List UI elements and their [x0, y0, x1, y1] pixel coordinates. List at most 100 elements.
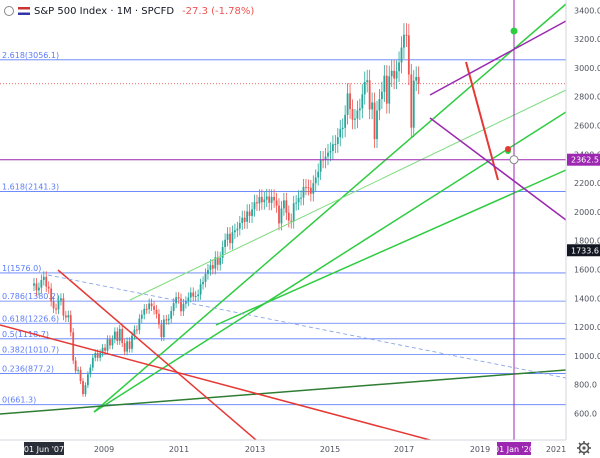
x-tick-label: 2021	[546, 445, 566, 454]
candle	[69, 310, 72, 337]
long-support-line[interactable]	[0, 369, 567, 415]
candle	[302, 179, 305, 206]
candle	[126, 337, 128, 356]
candle	[270, 189, 273, 211]
candle	[209, 259, 212, 276]
candle	[47, 281, 50, 294]
candle	[292, 195, 295, 229]
y-tick-label: 3400.0	[574, 6, 600, 15]
time-axis-bg	[0, 440, 600, 458]
trendline-drawings[interactable]	[0, 0, 567, 441]
candle	[314, 169, 317, 192]
candle	[72, 328, 75, 364]
fibonacci-retracement[interactable]: 2.618(3056.1) 1.618(2141.3) 1(1576.0) 0.786…	[0, 51, 566, 406]
x-tick-label: 2011	[169, 445, 189, 454]
candle	[351, 99, 354, 130]
red-steep-line[interactable]	[465, 61, 499, 181]
y-tick-label: 2600.0	[574, 122, 600, 131]
mid-channel-line[interactable]	[215, 169, 567, 326]
candle	[415, 66, 418, 92]
candle	[162, 314, 165, 342]
y-tick-label: 800.0	[574, 381, 597, 390]
candle	[248, 204, 251, 224]
x-tick-label: 2019	[470, 445, 490, 454]
candle	[238, 216, 241, 236]
price-axis: 600.0 800.0 1000.0 1200.0 1400.0 1600.0 1800.0…	[565, 0, 600, 440]
purple-lower-line[interactable]	[429, 117, 567, 221]
candle	[385, 65, 388, 114]
y-tick-label: 600.0	[574, 410, 597, 419]
candle	[366, 69, 369, 93]
candle	[109, 335, 111, 350]
candle	[84, 382, 87, 397]
candle	[317, 163, 320, 186]
drag-handle[interactable]	[509, 155, 519, 165]
candle	[381, 81, 383, 110]
candle	[199, 278, 202, 300]
inner-trendline[interactable]	[129, 89, 567, 301]
candle	[153, 301, 155, 315]
candle	[121, 324, 124, 348]
fib-level-label: 0.5(1118.7)	[2, 330, 49, 339]
candle	[346, 83, 349, 125]
candle	[305, 179, 307, 196]
x-tick-label: 2013	[245, 445, 265, 454]
price-label-text: 1733.6	[571, 246, 599, 255]
price-change: -27.3 (-1.78%)	[182, 5, 255, 17]
candle	[116, 327, 119, 345]
candle	[236, 221, 239, 238]
y-tick-label: 1800.0	[574, 237, 600, 246]
candle	[275, 192, 278, 213]
candle	[319, 150, 322, 180]
candle	[214, 251, 217, 275]
candle	[40, 274, 43, 293]
y-tick-label: 1200.0	[574, 323, 600, 332]
candle	[123, 339, 126, 356]
candle	[332, 135, 334, 160]
candle	[241, 210, 244, 230]
candle	[113, 327, 116, 344]
candle	[395, 60, 398, 90]
candle	[273, 189, 275, 208]
candle	[131, 331, 133, 353]
candle	[290, 213, 293, 229]
candle	[295, 195, 298, 211]
lower-channel-line[interactable]	[93, 111, 567, 413]
purple-upper-line[interactable]	[429, 20, 567, 96]
fib-level-label: 0.618(1226.6)	[2, 314, 59, 323]
interval-label[interactable]: 1M	[116, 5, 132, 17]
fib-level-label: 0.382(1010.7)	[2, 345, 59, 354]
candle	[285, 192, 288, 220]
x-tick-label: 01 Jun '07	[24, 445, 64, 454]
candle	[260, 189, 263, 210]
y-tick-label: 1400.0	[574, 294, 600, 303]
candle	[82, 378, 84, 397]
dashed-projection-line[interactable]	[47, 274, 567, 379]
candle	[226, 227, 229, 247]
x-tick-label: 2009	[94, 445, 114, 454]
price-label-badge	[567, 153, 600, 166]
candle	[268, 188, 271, 211]
y-tick-label: 2800.0	[574, 93, 600, 102]
candle	[158, 309, 160, 329]
candle	[177, 292, 180, 304]
candle	[138, 314, 141, 335]
candlestick-series	[33, 23, 420, 397]
candle	[106, 335, 109, 355]
red-marker	[505, 146, 511, 152]
candle	[265, 188, 268, 208]
candle	[417, 66, 420, 95]
candle	[160, 319, 163, 342]
candle	[309, 179, 312, 202]
candle	[263, 192, 266, 210]
candle	[87, 371, 89, 389]
candle	[383, 65, 386, 103]
symbol-name[interactable]: S&P 500 Index	[34, 5, 108, 17]
candle	[140, 310, 143, 324]
red-downtrend-line-b[interactable]	[0, 324, 431, 441]
red-downtrend-line-a[interactable]	[57, 269, 257, 441]
candle	[133, 325, 136, 340]
upper-channel-line[interactable]	[93, 3, 567, 413]
gear-icon[interactable]	[576, 440, 592, 456]
